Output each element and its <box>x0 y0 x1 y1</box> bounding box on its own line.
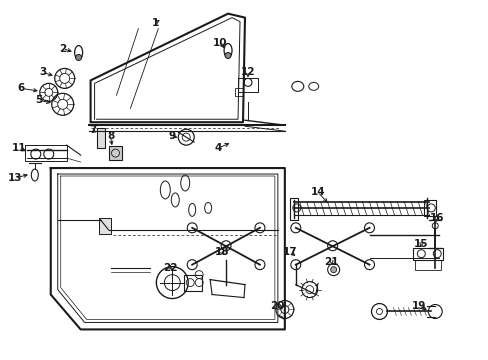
Bar <box>414 260 440 270</box>
Text: 19: 19 <box>411 301 426 311</box>
Text: 16: 16 <box>429 213 444 223</box>
Text: 13: 13 <box>8 173 22 183</box>
Bar <box>235 88 243 96</box>
Bar <box>96 128 104 148</box>
Text: 11: 11 <box>12 143 26 153</box>
Circle shape <box>76 54 81 60</box>
Text: 20: 20 <box>270 301 285 311</box>
Circle shape <box>224 53 230 58</box>
Bar <box>184 275 202 291</box>
Text: 8: 8 <box>107 131 114 141</box>
Text: 15: 15 <box>413 239 427 249</box>
Text: 5: 5 <box>35 95 42 105</box>
Bar <box>424 200 435 216</box>
Text: 3: 3 <box>39 67 46 77</box>
Text: 2: 2 <box>59 44 66 54</box>
Text: 9: 9 <box>168 131 176 141</box>
Bar <box>238 78 258 92</box>
Text: 14: 14 <box>310 187 325 197</box>
Circle shape <box>330 267 336 273</box>
Text: 22: 22 <box>163 263 177 273</box>
Bar <box>99 218 110 234</box>
Text: 4: 4 <box>214 143 222 153</box>
Text: 10: 10 <box>212 37 227 48</box>
Text: 21: 21 <box>324 257 338 267</box>
Text: 17: 17 <box>282 247 297 257</box>
Text: 7: 7 <box>89 125 96 135</box>
Bar <box>25 145 66 161</box>
Text: 12: 12 <box>240 67 255 77</box>
Bar <box>412 248 442 260</box>
Text: 1: 1 <box>151 18 159 28</box>
Text: 6: 6 <box>17 84 24 93</box>
Bar <box>108 146 122 160</box>
Bar <box>289 198 297 220</box>
Text: 18: 18 <box>214 247 229 257</box>
